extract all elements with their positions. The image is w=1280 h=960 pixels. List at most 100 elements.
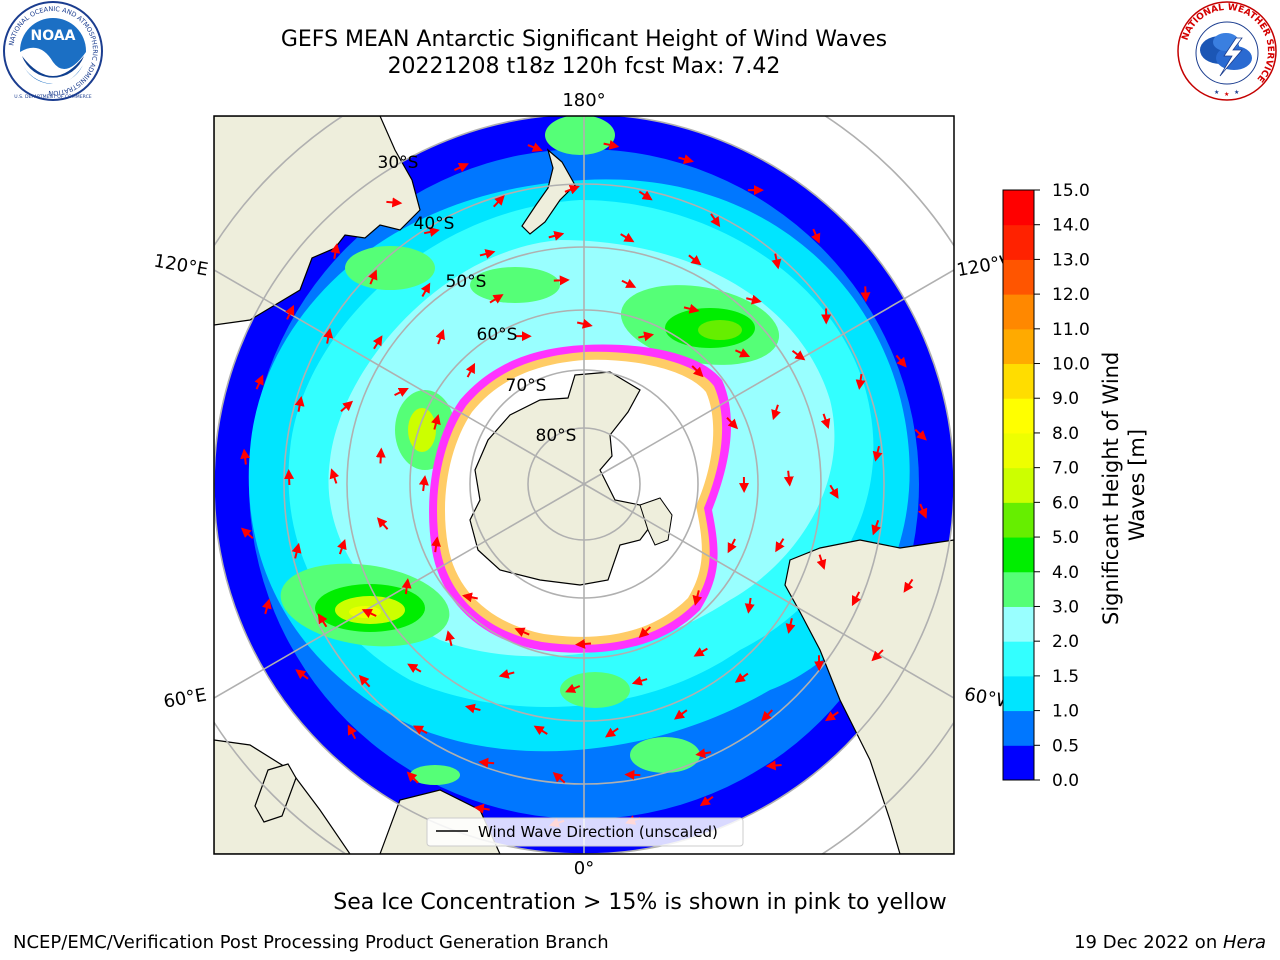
lat-label-50s: 50°S (446, 272, 487, 292)
wind-wave-arrow (678, 154, 694, 165)
colorbar-band (1003, 259, 1034, 295)
colorbar-band (1003, 363, 1034, 399)
lat-label-60s: 60°S (477, 325, 518, 345)
colorbar-frame (1002, 189, 1035, 781)
wind-wave-arrow (329, 468, 340, 484)
wind-wave-arrow (262, 598, 272, 615)
wind-wave-arrow (576, 318, 593, 329)
svg-text:★: ★ (1224, 91, 1229, 98)
wind-wave-arrow (761, 709, 773, 722)
wind-wave-arrow (464, 703, 481, 714)
wind-wave-arrow (358, 674, 371, 688)
colorbar-band (1003, 745, 1034, 781)
wind-wave-arrow (620, 232, 635, 243)
wind-wave-arrow (431, 414, 441, 430)
wind-wave-arrow (746, 294, 762, 305)
colorbar-tick-label: 11.0 (1052, 320, 1090, 340)
wind-wave-arrow (285, 304, 295, 320)
colorbar-tick-label: 8.0 (1052, 424, 1079, 444)
wind-wave-arrow (431, 536, 441, 553)
wind-wave-arrow (394, 387, 409, 397)
colorbar-band (1003, 398, 1034, 434)
wind-wave-arrow (493, 195, 505, 208)
lon-label-60e: 60°E (162, 684, 208, 712)
legend-label: Wind Wave Direction (unscaled) (478, 823, 718, 841)
wind-wave-arrow (473, 803, 490, 814)
wind-wave-arrow (683, 303, 700, 314)
map-frame (213, 115, 955, 855)
lat-label-40s: 40°S (414, 214, 455, 234)
wind-wave-arrow (917, 503, 928, 519)
wind-wave-arrow (603, 139, 620, 150)
wind-wave-arrow (785, 618, 796, 634)
run-host: Hera (1222, 932, 1266, 953)
wind-wave-arrow (631, 676, 648, 686)
lat-label-30s: 30°S (378, 153, 419, 173)
colorbar-tick-label: 9.0 (1052, 389, 1079, 409)
wind-wave-arrow (914, 428, 927, 441)
wind-wave-arrow (284, 469, 295, 486)
wind-wave-arrow (386, 197, 403, 208)
noaa-logo-text: NOAA (31, 28, 76, 44)
colorbar-band (1003, 224, 1034, 260)
run-date: 19 Dec 2022 on Hera (1074, 932, 1266, 953)
noaa-bottom-text: U.S. DEPARTMENT OF COMMERCE (14, 94, 91, 100)
colorbar-tick-label: 13.0 (1052, 250, 1090, 270)
colorbar: 0.0 0.5 1.0 1.5 2.0 3.0 4.0 5.0 6.0 7.0 8.0 9.0 10.0… (1002, 181, 1090, 791)
graticule (214, 116, 954, 854)
colorbar-tick-label: 10.0 (1052, 355, 1090, 375)
colorbar-band (1003, 467, 1034, 503)
wind-wave-arrow (564, 184, 580, 195)
wind-arrows (240, 139, 928, 828)
wind-wave-arrow (903, 578, 914, 593)
wind-wave-arrow (710, 213, 721, 228)
wind-wave-arrow (435, 329, 445, 345)
wind-wave-arrow (735, 348, 751, 358)
wind-wave-arrow (895, 354, 907, 368)
wind-wave-arrow (368, 269, 378, 285)
colorbar-tick-label: 3.0 (1052, 597, 1079, 617)
wind-wave-arrow (330, 243, 341, 260)
wind-wave-arrow (372, 335, 383, 350)
wind-wave-arrow (695, 748, 712, 759)
wind-wave-arrow (638, 190, 653, 201)
wind-wave-arrow (674, 709, 688, 720)
wind-wave-arrow (240, 448, 251, 465)
sea-ice-note: Sea Ice Concentration > 15% is shown in … (333, 890, 947, 915)
wind-wave-arrow (420, 282, 431, 298)
lon-label-180: 180° (562, 90, 605, 111)
wind-wave-arrow (851, 591, 861, 607)
colorbar-tick-label: 0.0 (1052, 771, 1079, 791)
colorbar-band (1003, 641, 1034, 677)
colorbar-tick-label: 1.5 (1052, 667, 1079, 687)
lon-label-120e: 120°E (152, 250, 210, 280)
wind-wave-arrow (552, 772, 566, 784)
wind-wave-arrow (478, 757, 495, 768)
wind-wave-arrow (860, 286, 871, 303)
wind-wave-arrow (423, 227, 440, 237)
wind-wave-arrow (565, 683, 581, 693)
wind-wave-arrow (295, 669, 309, 680)
wind-wave-arrow (872, 445, 883, 462)
wind-wave-arrow (871, 649, 884, 662)
wind-wave-arrow (871, 519, 881, 536)
run-date-text: 19 Dec 2022 on (1074, 932, 1223, 953)
wind-wave-arrow (498, 669, 515, 679)
colorbar-tick-label: 5.0 (1052, 528, 1079, 548)
colorbar-band (1003, 675, 1034, 712)
colorbar-band (1003, 710, 1034, 746)
wind-wave-arrow (407, 663, 422, 673)
wind-wave-arrow (291, 542, 302, 559)
wind-wave-arrow (347, 724, 357, 740)
wind-wave-arrow (783, 470, 794, 487)
wind-wave-arrow (361, 608, 377, 618)
svg-text:★: ★ (1214, 89, 1219, 96)
colorbar-tick-label: 1.0 (1052, 702, 1079, 722)
wind-wave-arrow (412, 725, 428, 735)
wind-wave-arrow (294, 395, 305, 412)
wind-wave-arrow (820, 413, 831, 430)
wind-wave-arrow (771, 404, 781, 421)
colorbar-band (1003, 432, 1034, 469)
colorbar-tick-label: 0.5 (1052, 736, 1079, 756)
chart-title: GEFS MEAN Antarctic Significant Height o… (280, 27, 888, 52)
